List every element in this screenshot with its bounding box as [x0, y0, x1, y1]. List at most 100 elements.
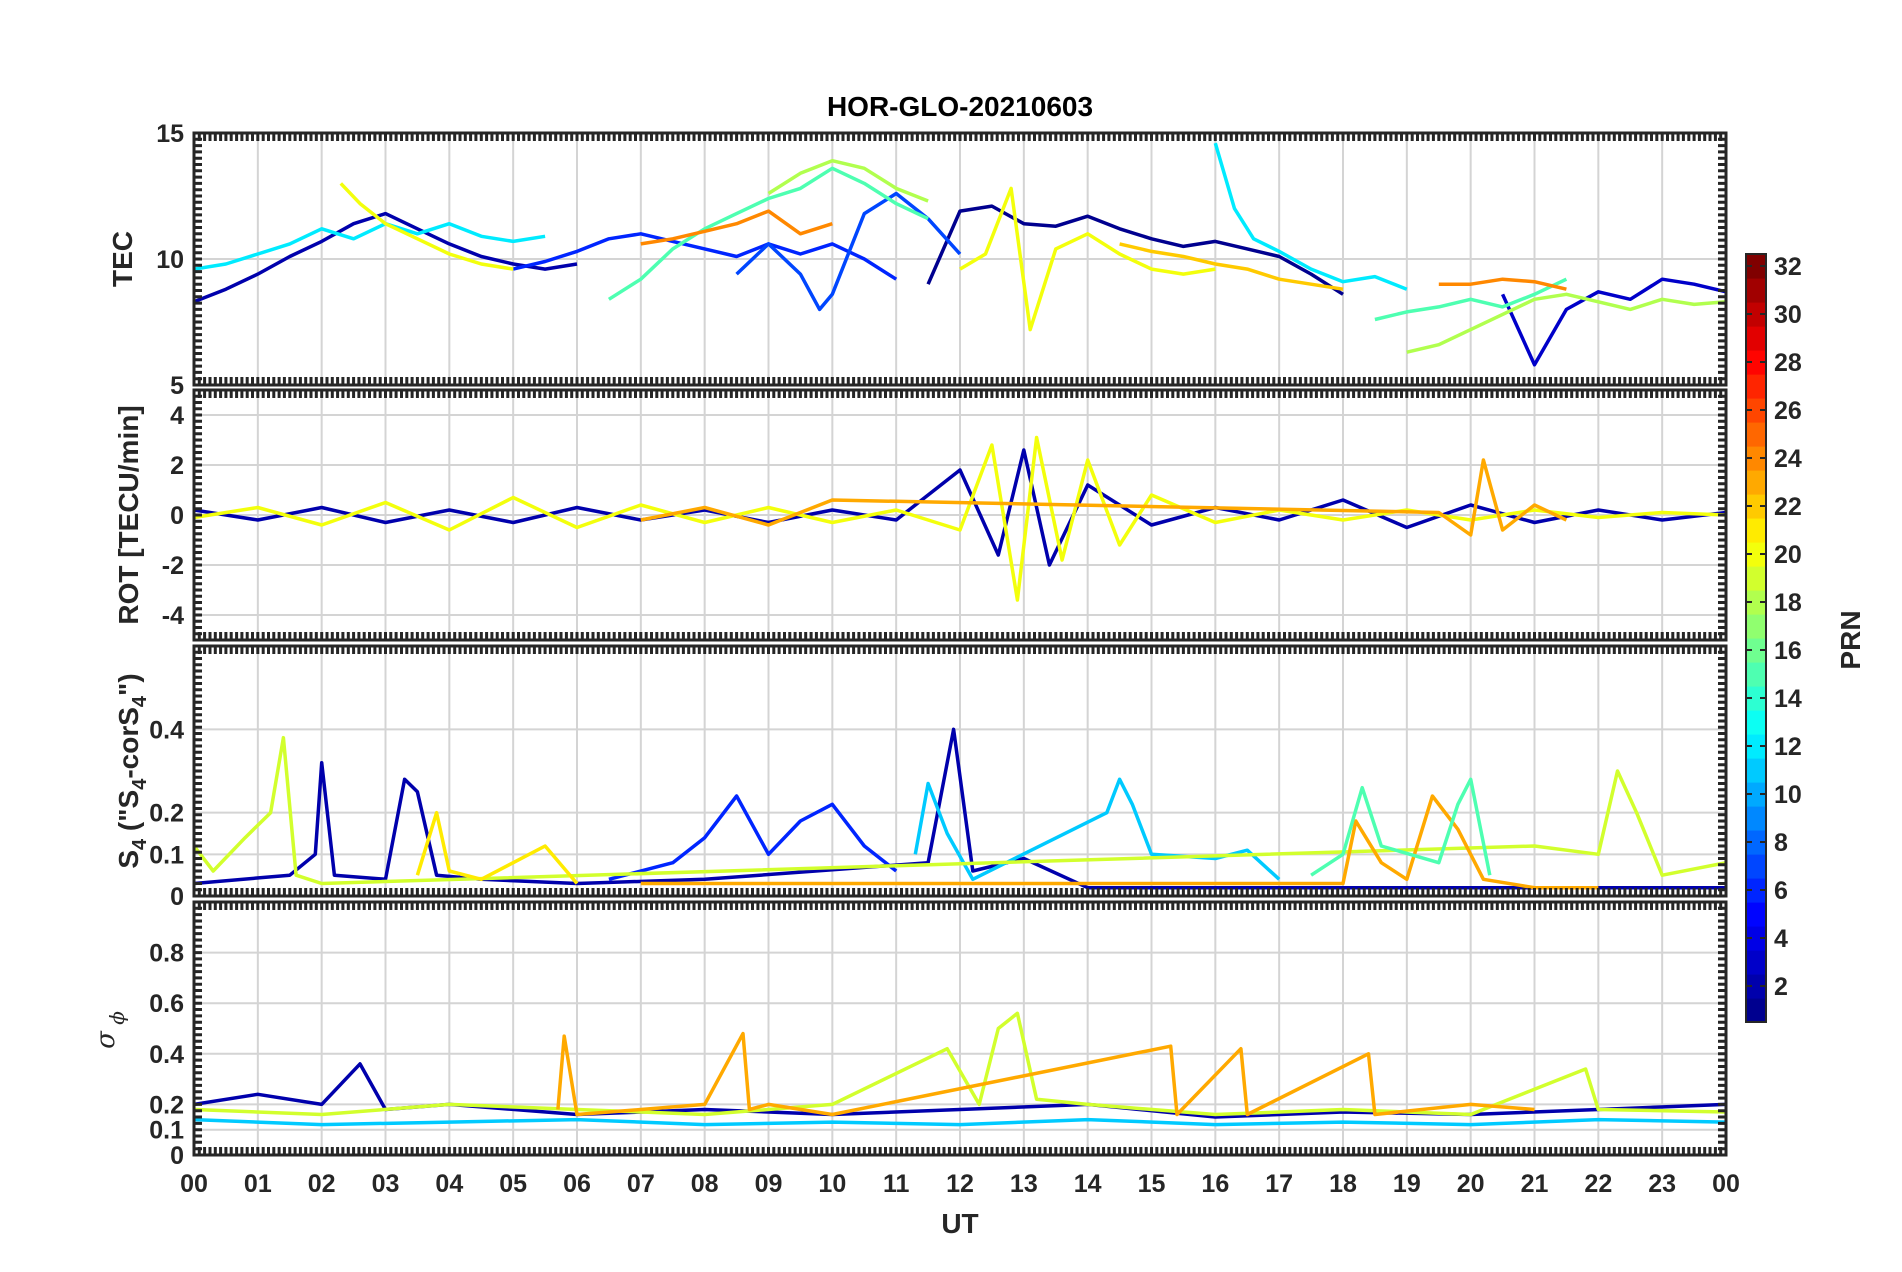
- s4-axis-label: S4 ("S4-corS4"): [113, 673, 151, 868]
- y-tick-label: -2: [162, 552, 184, 580]
- colorbar-tick-label: 14: [1774, 685, 1802, 713]
- colorbar-label: PRN: [1835, 610, 1866, 669]
- s4-panel: 0 0.1 0.2 0.4: [149, 644, 1728, 911]
- axes-box: [192, 388, 1728, 642]
- series-line-prn: [1501, 277, 1726, 367]
- y-tick-label: 5: [170, 372, 184, 400]
- colorbar-swatch: [1746, 494, 1766, 519]
- x-tick-label: 04: [435, 1170, 463, 1198]
- y-tick-label: 0: [170, 883, 184, 911]
- colorbar-tick-label: 2: [1774, 973, 1788, 1001]
- x-tick-label: 12: [946, 1170, 974, 1198]
- rot-axis-label: ROT [TECU/min]: [113, 405, 144, 624]
- series-line-prn: [339, 182, 514, 271]
- colorbar-tick-label: 18: [1774, 589, 1802, 617]
- colorbar-swatch: [1746, 398, 1766, 423]
- y-tick-label: 0.1: [149, 841, 184, 869]
- series-line-prn: [1213, 142, 1408, 291]
- x-axis: 00 01 02 03 04 05 06 07 08 09 10 11 12 13 14 15 16 17 18 19…: [180, 1170, 1740, 1198]
- colorbar-tick-label: 20: [1774, 541, 1802, 569]
- series-line-prn: [607, 166, 929, 301]
- y-tick-label: 4: [170, 402, 184, 430]
- x-tick-label: 01: [244, 1170, 272, 1198]
- colorbar-swatch: [1746, 902, 1766, 927]
- series-line-prn: [194, 211, 578, 304]
- colorbar-swatch: [1746, 782, 1766, 807]
- sigma-phi-axis-label: σ ϕ: [91, 1011, 129, 1049]
- colorbar-swatch: [1746, 878, 1766, 903]
- series-line-prn: [767, 158, 929, 203]
- colorbar-tick-label: 30: [1774, 301, 1802, 329]
- series-line-prn: [1119, 242, 1344, 291]
- colorbar-swatch: [1746, 542, 1766, 567]
- colorbar-tick-label: 26: [1774, 397, 1802, 425]
- colorbar-swatch: [1746, 854, 1766, 879]
- colorbar-swatch: [1746, 302, 1766, 327]
- series-line-prn: [608, 794, 898, 881]
- y-tick-label: 15: [156, 120, 184, 148]
- axes-box: [192, 131, 1728, 387]
- colorbar-swatch: [1746, 662, 1766, 687]
- series-line-prn: [735, 191, 962, 312]
- colorbar-swatch: [1746, 998, 1766, 1023]
- axes-box: [192, 900, 1728, 1157]
- colorbar-swatch: [1746, 830, 1766, 855]
- y-tick-label: 0.4: [149, 1041, 184, 1069]
- x-tick-label: 19: [1393, 1170, 1421, 1198]
- x-tick-label: 09: [755, 1170, 783, 1198]
- colorbar-tick-label: 22: [1774, 493, 1802, 521]
- series-line-prn: [959, 186, 1216, 332]
- colorbar-swatch: [1746, 278, 1766, 303]
- colorbar-tick-label: 12: [1774, 733, 1802, 761]
- y-tick-label: 0: [170, 502, 184, 530]
- x-tick-label: 15: [1138, 1170, 1166, 1198]
- chart-title: HOR-GLO-20210603: [827, 91, 1093, 122]
- colorbar-swatch: [1746, 974, 1766, 999]
- colorbar-swatch: [1746, 518, 1766, 543]
- series-line-prn: [194, 1117, 1726, 1127]
- colorbar-swatch: [1746, 446, 1766, 471]
- colorbar-swatch: [1746, 638, 1766, 663]
- x-tick-label: 23: [1648, 1170, 1676, 1198]
- sigma-phi-panel: 00.10.2 0.4 0.6 0.8: [149, 900, 1728, 1170]
- colorbar-tick-label: 16: [1774, 637, 1802, 665]
- x-tick-label: 17: [1265, 1170, 1293, 1198]
- colorbar-tick-label: 4: [1774, 925, 1788, 953]
- x-tick-label: 18: [1329, 1170, 1357, 1198]
- x-tick-label: 21: [1521, 1170, 1549, 1198]
- x-tick-label: 06: [563, 1170, 591, 1198]
- tec-axis-label: TEC: [107, 231, 138, 287]
- x-tick-label: 20: [1457, 1170, 1485, 1198]
- y-tick-label: 0.6: [149, 990, 184, 1018]
- x-tick-label: 02: [308, 1170, 336, 1198]
- colorbar-tick-label: 6: [1774, 877, 1788, 905]
- x-tick-label: 14: [1074, 1170, 1102, 1198]
- colorbar-swatch: [1746, 566, 1766, 591]
- series-line-prn: [926, 204, 1344, 296]
- x-axis-label: UT: [941, 1208, 978, 1239]
- colorbar-swatch: [1746, 926, 1766, 951]
- tec-panel: 5 10 15: [156, 120, 1728, 400]
- series-line-prn: [1310, 777, 1492, 877]
- colorbar-swatch: [1746, 326, 1766, 351]
- series-line-prn: [556, 1031, 1535, 1117]
- x-tick-label: 10: [818, 1170, 846, 1198]
- axes-box: [192, 644, 1728, 898]
- x-tick-label: 16: [1201, 1170, 1229, 1198]
- colorbar-swatch: [1746, 686, 1766, 711]
- y-tick-label: 0.4: [149, 716, 184, 744]
- rot-panel: -4 -2 0 2 4: [162, 388, 1728, 642]
- series-line-prn: [640, 794, 1599, 890]
- series-line-prn: [194, 735, 1726, 886]
- series-line-prn: [1406, 292, 1726, 354]
- y-tick-label: 0.8: [149, 940, 184, 968]
- colorbar-swatch: [1746, 734, 1766, 759]
- y-tick-label: 0.2: [149, 1091, 184, 1119]
- x-tick-label: 22: [1584, 1170, 1612, 1198]
- series-line-prn: [1374, 277, 1568, 322]
- colorbar-tick-label: 32: [1774, 253, 1802, 281]
- y-tick-label: 0.2: [149, 800, 184, 828]
- x-tick-label: 03: [372, 1170, 400, 1198]
- y-tick-label: 10: [156, 246, 184, 274]
